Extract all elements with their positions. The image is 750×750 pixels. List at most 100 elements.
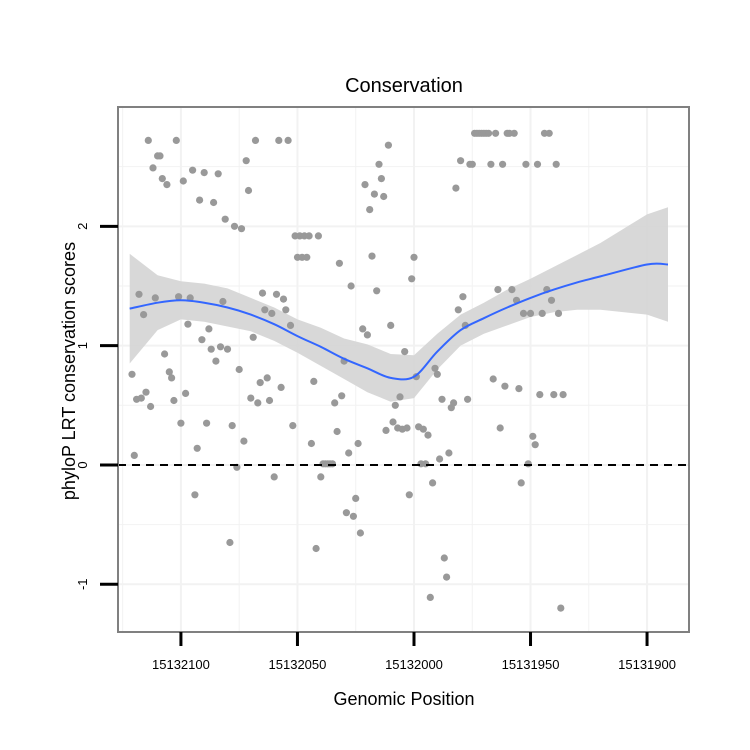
data-point — [436, 455, 444, 463]
data-point — [547, 296, 556, 304]
data-point — [459, 293, 467, 301]
data-point — [191, 491, 199, 499]
data-point — [196, 196, 204, 204]
data-point — [468, 160, 476, 168]
data-point — [494, 286, 502, 294]
data-point — [538, 309, 546, 317]
data-point — [536, 391, 544, 399]
data-point — [128, 370, 136, 378]
data-point — [198, 336, 206, 344]
data-point — [356, 529, 364, 537]
data-point — [193, 444, 201, 452]
data-point — [256, 379, 264, 387]
data-point — [517, 479, 525, 487]
data-point — [151, 294, 159, 302]
data-point — [189, 166, 197, 174]
data-point — [545, 129, 553, 137]
data-point — [161, 350, 169, 358]
data-point — [526, 309, 535, 317]
data-point — [401, 348, 409, 356]
data-point — [230, 222, 239, 230]
data-point — [508, 286, 516, 294]
data-point — [149, 164, 157, 172]
data-point — [352, 494, 360, 502]
data-point — [531, 441, 539, 449]
data-point — [237, 225, 246, 233]
data-point — [454, 306, 462, 314]
smooth-trend-line — [129, 262, 669, 381]
data-point — [533, 160, 542, 168]
data-point — [140, 311, 148, 319]
data-point — [429, 479, 437, 487]
data-point — [368, 252, 376, 260]
data-point — [433, 370, 441, 378]
data-point — [384, 141, 392, 149]
data-point — [342, 509, 350, 517]
data-point — [247, 394, 255, 402]
data-point — [261, 306, 269, 314]
data-point — [305, 232, 313, 240]
x-axis-label: Genomic Position — [333, 689, 474, 709]
data-point — [303, 253, 311, 261]
data-point — [452, 184, 460, 192]
data-point — [450, 399, 458, 407]
data-point — [387, 321, 395, 329]
data-point — [524, 460, 532, 468]
y-tick-label: 1 — [75, 342, 90, 349]
data-point — [249, 333, 257, 341]
data-point — [142, 388, 150, 396]
data-point — [147, 402, 155, 411]
data-point — [240, 437, 248, 445]
data-point — [515, 385, 523, 393]
data-point — [168, 374, 176, 382]
data-point — [163, 181, 171, 189]
data-point — [130, 451, 138, 459]
data-point — [499, 160, 507, 168]
x-axis: 15132100 15132050 15132000 15131950 15131900 — [152, 632, 676, 672]
data-point — [510, 129, 518, 137]
data-point — [552, 160, 560, 168]
data-point — [268, 309, 276, 317]
data-point — [214, 170, 222, 178]
x-tick-label: 15131950 — [502, 657, 560, 672]
data-point — [254, 399, 262, 407]
data-point — [370, 190, 378, 198]
data-point — [277, 383, 285, 391]
data-point — [203, 419, 211, 427]
data-point — [359, 325, 367, 333]
data-points — [128, 129, 567, 612]
data-point — [375, 160, 383, 168]
data-point — [422, 460, 430, 468]
data-point — [457, 157, 465, 165]
data-point — [235, 365, 243, 374]
x-tick-label: 15132000 — [385, 657, 443, 672]
data-point — [410, 253, 418, 261]
data-point — [177, 419, 185, 427]
data-point — [282, 306, 290, 314]
data-point — [205, 325, 213, 333]
chart-title: Conservation — [345, 75, 463, 97]
data-point — [175, 293, 183, 301]
data-point — [396, 393, 404, 401]
data-point — [317, 473, 325, 481]
x-tick-label: 15131900 — [618, 657, 676, 672]
data-point — [349, 512, 357, 520]
data-point — [431, 364, 439, 372]
data-point — [426, 593, 434, 602]
x-tick-label: 15132050 — [269, 657, 327, 672]
data-point — [144, 136, 152, 144]
data-point — [251, 136, 260, 144]
data-point — [438, 395, 446, 403]
data-point — [270, 473, 278, 481]
data-point — [165, 368, 173, 376]
data-point — [216, 343, 225, 351]
data-point — [559, 391, 567, 399]
data-point — [331, 399, 339, 407]
plot-panel — [117, 106, 690, 633]
data-point — [244, 186, 253, 195]
data-point — [314, 232, 322, 240]
data-point — [529, 432, 537, 440]
data-point — [228, 422, 236, 430]
y-axis-label: phyloP LRT conservation scores — [59, 242, 79, 500]
